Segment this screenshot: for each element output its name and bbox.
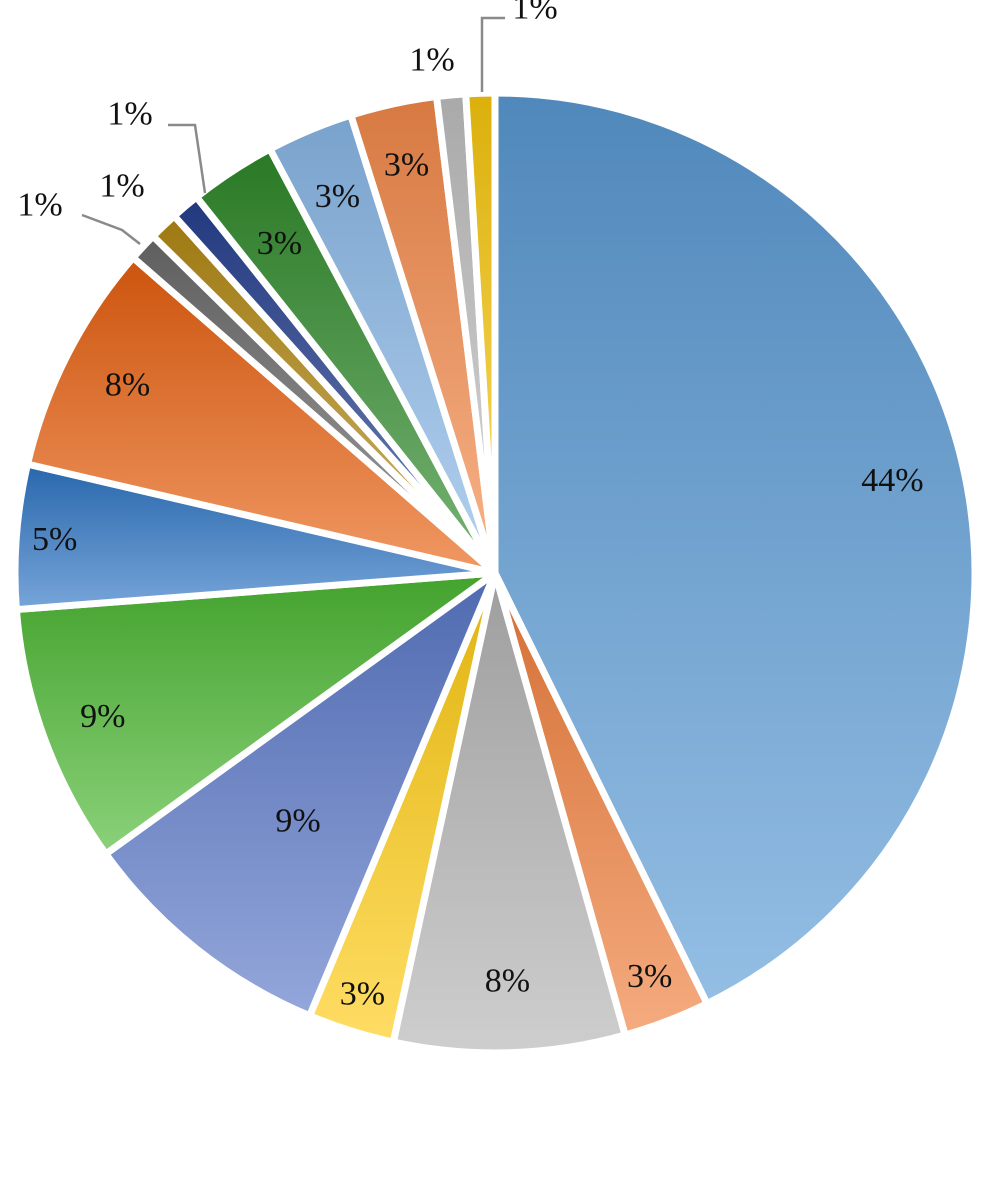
slice-label-1: 44% (861, 462, 923, 499)
slice-label-12: 3% (257, 225, 302, 262)
slice-label-7: 5% (32, 521, 77, 558)
leader-line-9 (81, 213, 141, 245)
pie-slice-16 (462, 89, 499, 577)
slice-label-11: 1% (107, 96, 152, 133)
pie-slice-6 (12, 569, 499, 858)
slice-label-10: 1% (99, 168, 144, 205)
slice-label-8: 8% (105, 367, 150, 404)
slice-label-9: 1% (17, 187, 62, 224)
slice-label-16: 1% (512, 0, 557, 27)
pie-slice-3 (389, 569, 629, 1057)
slice-label-3: 8% (485, 962, 530, 999)
pie-slice-5 (102, 569, 499, 1020)
pie-slice-8 (24, 254, 499, 577)
slice-label-14: 3% (384, 146, 429, 183)
leader-lines (81, 16, 505, 245)
leader-line-16 (480, 16, 505, 92)
slice-label-5: 9% (275, 803, 320, 840)
pie-slice-1 (491, 89, 979, 1008)
slice-label-13: 3% (315, 178, 360, 215)
leader-line-11 (168, 123, 207, 194)
slice-label-6: 9% (80, 698, 125, 735)
slice-labels: 44% 3% 8% 3% 9% 9% 5% 8% 1% 1% 1% 3% 3% 3% 1% 1% (17, 0, 923, 1013)
slice-label-2: 3% (627, 958, 672, 995)
slice-label-15: 1% (409, 42, 454, 79)
slice-label-4: 3% (340, 976, 385, 1013)
pie-slices (11, 89, 979, 1057)
